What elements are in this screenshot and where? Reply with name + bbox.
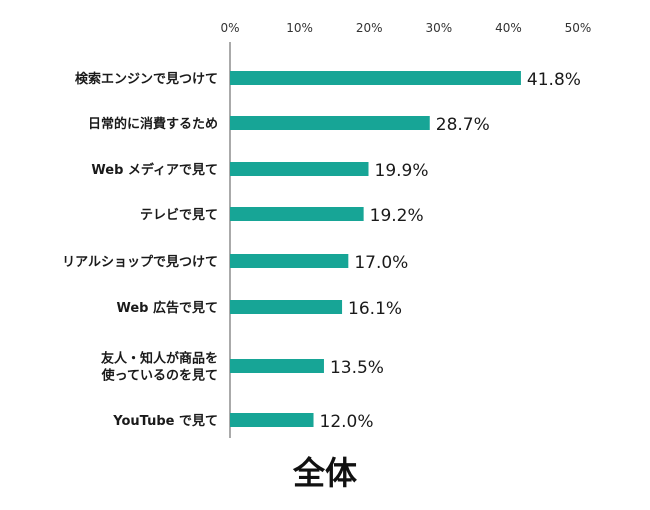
data-label: 41.8% [527,70,581,90]
data-label: 12.0% [320,412,374,432]
x-tick-label: 40% [495,21,522,35]
x-tick-label: 0% [220,21,239,35]
category-label: 使っているのを見て [101,368,218,384]
category-label: テレビで見て [140,207,218,223]
category-label: Web メディアで見て [91,162,218,178]
x-axis-ticks: 0% 10% 20% 30% 40% 50% [220,21,591,35]
x-tick-label: 50% [565,21,592,35]
data-label: 17.0% [354,253,408,273]
chart-caption: 全体 [292,454,357,492]
bars [230,71,521,427]
category-label: 検索エンジンで見つけて [75,71,218,87]
bar [230,300,343,314]
category-label: YouTube で見て [112,414,218,429]
data-label: 28.7% [436,115,490,135]
bar [230,162,369,176]
category-label: リアルショップで見つけて [62,255,218,270]
category-label: 友人・知人が商品を [101,351,218,367]
bar [230,254,349,268]
bar [230,413,314,427]
category-label: Web 広告で見て [116,300,218,316]
bar [230,207,364,221]
bar [230,116,430,130]
bar [230,71,521,85]
category-label: 日常的に消費するため [88,116,218,132]
x-tick-label: 10% [286,21,313,35]
data-label: 16.1% [348,299,402,319]
x-tick-label: 20% [356,21,383,35]
bar [230,359,324,373]
value-labels: 41.8% 28.7% 19.9% 19.2% 17.0% 16.1% 13.5% 12.0% [320,70,581,432]
data-label: 19.2% [370,206,424,226]
data-label: 19.9% [375,161,429,181]
x-tick-label: 30% [425,21,452,35]
data-label: 13.5% [330,358,384,378]
